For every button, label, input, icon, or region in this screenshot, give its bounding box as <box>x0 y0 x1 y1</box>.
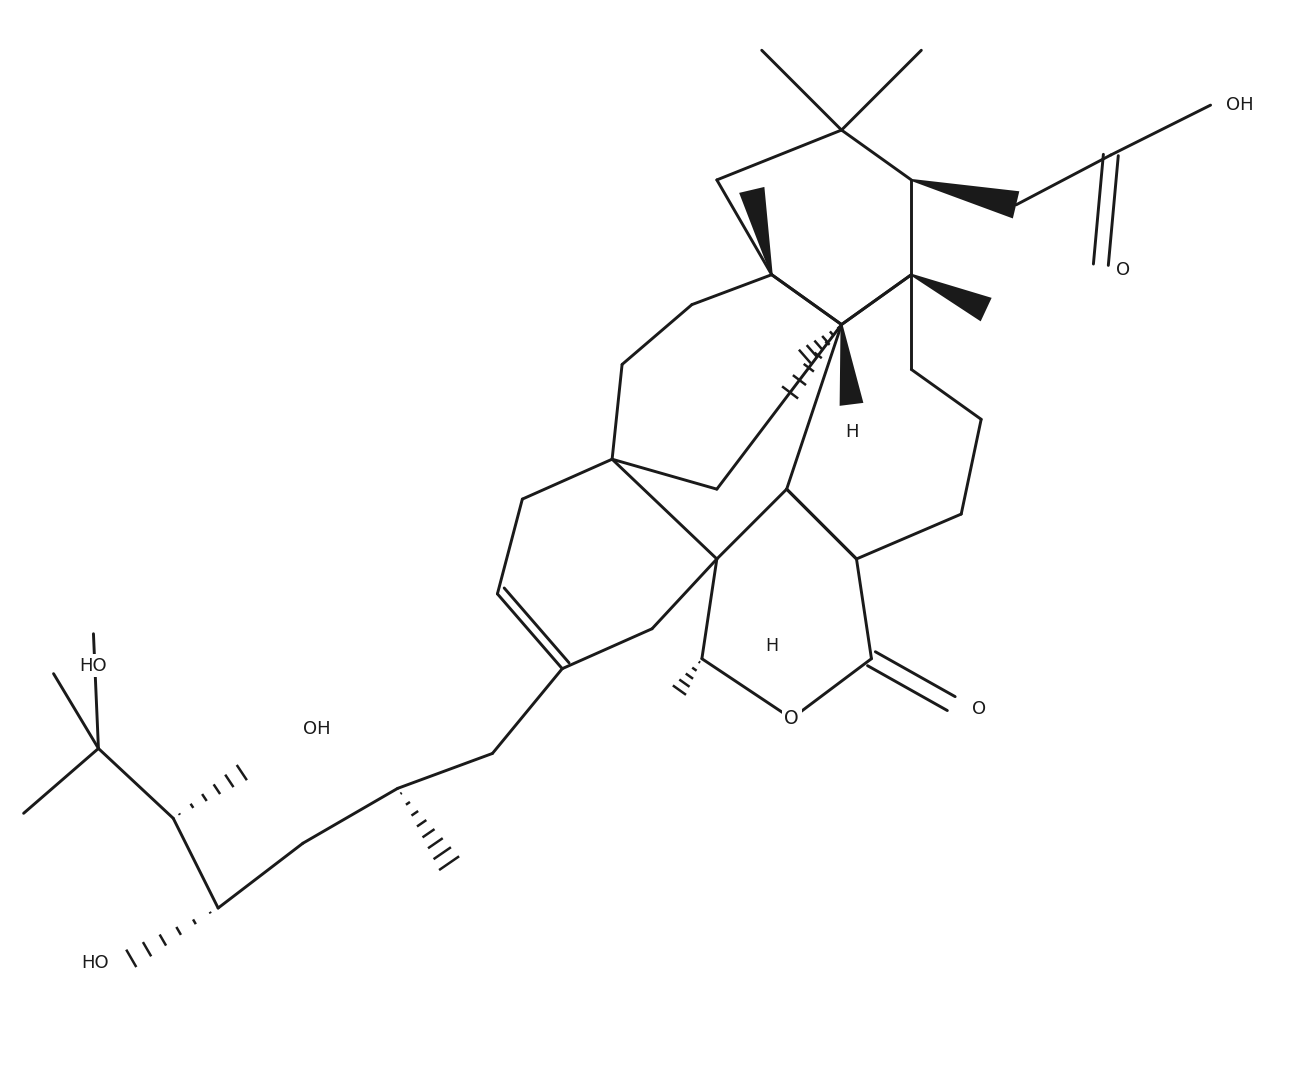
Polygon shape <box>911 274 992 321</box>
Polygon shape <box>911 179 1020 219</box>
Text: H: H <box>765 636 778 655</box>
Polygon shape <box>740 186 773 275</box>
Text: OH: OH <box>1226 96 1254 114</box>
Text: HO: HO <box>80 954 109 972</box>
Text: O: O <box>784 709 799 728</box>
Polygon shape <box>840 324 863 405</box>
Text: H: H <box>845 423 858 441</box>
Text: O: O <box>972 699 987 718</box>
Text: HO: HO <box>80 657 108 674</box>
Text: OH: OH <box>304 720 331 737</box>
Text: O: O <box>1116 260 1130 279</box>
